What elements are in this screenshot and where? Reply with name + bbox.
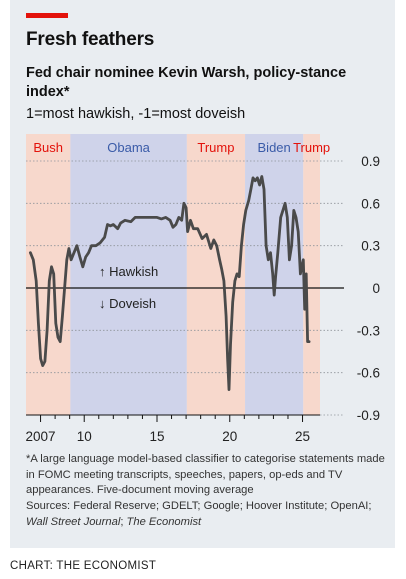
- sources-separator: ;: [120, 515, 124, 528]
- y-tick-label: -0.3: [357, 323, 380, 338]
- y-tick-label: -0.9: [357, 408, 380, 423]
- y-tick-label: 0: [372, 281, 380, 296]
- accent-bar: [26, 13, 68, 18]
- x-tick-label: 25: [295, 429, 310, 444]
- chart-title: Fresh feathers: [26, 29, 155, 50]
- sources-label: Sources: Federal Reserve; GDELT; Google;…: [26, 500, 372, 512]
- doveish-annotation: ↓ Doveish: [99, 296, 156, 311]
- chart-subtitle: Fed chair nominee Kevin Warsh, policy-st…: [26, 65, 347, 100]
- y-tick-label: 0.9: [361, 154, 380, 169]
- x-tick-label: 20: [222, 429, 237, 444]
- y-tick-label: 0.3: [361, 239, 380, 254]
- presidency-band-trump-2: [186, 134, 246, 415]
- presidency-label-trump-2: Trump: [197, 140, 234, 155]
- presidency-label-trump-4: Trump: [293, 140, 330, 155]
- presidency-band-bush-0: [26, 134, 71, 415]
- presidency-label-bush-0: Bush: [33, 140, 63, 155]
- presidency-band-trump-4: [303, 134, 320, 415]
- hawkish-annotation: ↑ Hawkish: [99, 264, 158, 279]
- x-tick-label: 2007: [26, 429, 56, 444]
- footnote: *A large language model-based classifier…: [26, 453, 385, 496]
- x-tick-label: 10: [77, 429, 92, 444]
- sources-economist: The Economist: [126, 515, 202, 528]
- series-line-0: [29, 175, 311, 391]
- y-tick-label: 0.6: [361, 196, 380, 211]
- x-tick-label: 15: [149, 429, 164, 444]
- presidency-band-obama-1: [70, 134, 187, 415]
- chart-credit: CHART: THE ECONOMIST: [10, 560, 157, 572]
- sources: Sources: Federal Reserve; GDELT; Google;…: [26, 499, 386, 530]
- y-tick-label: -0.6: [357, 366, 380, 381]
- line-chart: Bush Obama Trump Biden Trump0.90.60.30-0.3-0…: [26, 134, 380, 444]
- scale-note: 1=most hawkish, -1=most doveish: [26, 106, 246, 122]
- sources-wsj: Wall Street Journal: [26, 515, 121, 528]
- presidency-label-obama-1: Obama: [107, 140, 150, 155]
- presidency-label-biden-3: Biden: [258, 140, 291, 155]
